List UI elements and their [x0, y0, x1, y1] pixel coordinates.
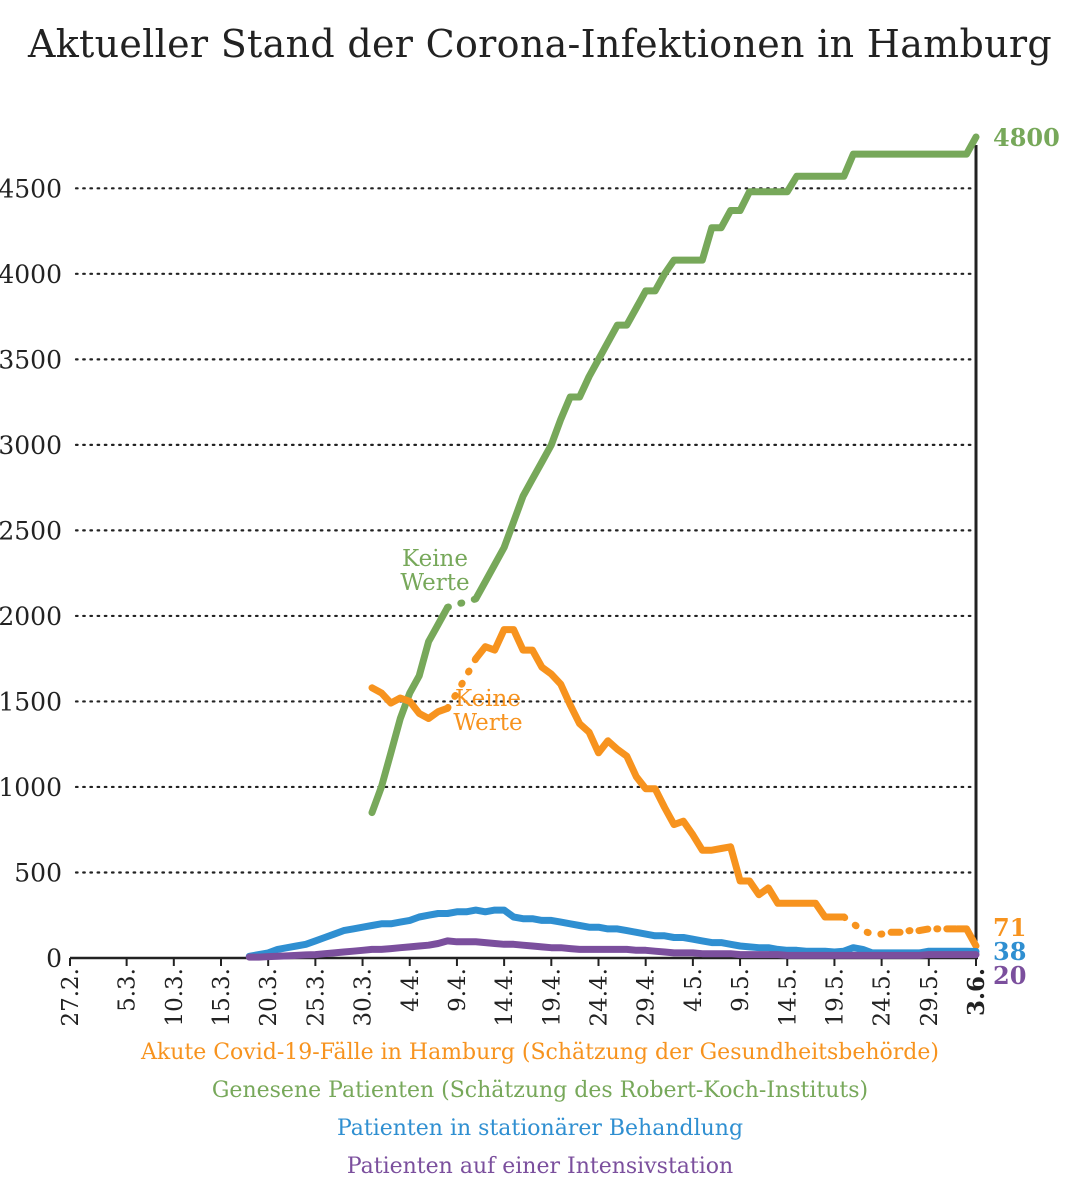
x-tick-label: 30.3. [351, 968, 377, 1027]
y-tick-label: 4500 [0, 174, 62, 203]
no-data-annotation: Keine [455, 686, 521, 712]
end-value-label: 4800 [993, 123, 1060, 152]
end-value-label: 38 [993, 937, 1026, 966]
y-tick-label: 1500 [0, 687, 62, 716]
no-data-annotation: Werte [400, 570, 469, 596]
x-tick-label: 24.4. [587, 968, 613, 1027]
x-tick-label: 9.5. [728, 968, 754, 1012]
legend-hospitalized: Patienten in stationärer Behandlung [336, 1116, 744, 1141]
legend-recovered: Genesene Patienten (Schätzung des Robert… [211, 1078, 869, 1103]
series-line [472, 626, 848, 921]
end-value-label: 71 [993, 913, 1026, 942]
x-tick-label: 20.3. [256, 968, 282, 1027]
x-tick-label: 4.4. [398, 968, 424, 1012]
series-line [953, 925, 980, 950]
series-line [840, 913, 895, 938]
x-tick-label: 19.5. [822, 968, 848, 1027]
chart-title: Aktueller Stand der Corona-Infektionen i… [27, 22, 1052, 66]
series-line [444, 655, 480, 712]
x-tick-label: 14.4. [492, 968, 518, 1027]
series-line [245, 906, 980, 960]
series-line [245, 937, 980, 961]
y-tick-label: 3000 [0, 431, 62, 460]
y-tick-label: 500 [14, 858, 62, 887]
x-tick-label: 25.3. [303, 968, 329, 1027]
y-tick-label: 4000 [0, 260, 62, 289]
series-line [887, 925, 961, 936]
x-tick-label: 9.4. [445, 968, 471, 1012]
y-tick-label: 0 [46, 944, 62, 973]
legend-icu: Patienten auf einer Intensivstation [346, 1154, 734, 1179]
series-line [472, 133, 980, 603]
end-value-label: 20 [993, 961, 1026, 990]
x-tick-label: 4.5. [681, 968, 707, 1012]
y-tick-label: 3500 [0, 345, 62, 374]
x-tick-label: 27.2. [58, 968, 84, 1027]
y-tick-label: 2500 [0, 516, 62, 545]
x-tick-label: 29.4. [634, 968, 660, 1027]
legend-acute-cases: Akute Covid-19-Fälle in Hamburg (Schätzu… [140, 1040, 939, 1065]
x-tick-label: 3.6. [963, 968, 990, 1016]
series-line [444, 595, 480, 611]
x-tick-label: 29.5. [917, 968, 943, 1027]
x-tick-label: 5.3. [115, 968, 141, 1012]
x-tick-label: 15.3. [209, 968, 235, 1027]
x-tick-label: 19.4. [539, 968, 565, 1027]
x-tick-label: 24.5. [870, 968, 896, 1027]
no-data-annotation: Werte [453, 710, 522, 736]
x-tick-label: 14.5. [775, 968, 801, 1027]
y-tick-label: 2000 [0, 602, 62, 631]
no-data-annotation: Keine [402, 546, 468, 572]
series-line [368, 684, 451, 722]
series-line [368, 603, 451, 817]
x-tick-label: 10.3. [162, 968, 188, 1027]
y-tick-label: 1000 [0, 773, 62, 802]
